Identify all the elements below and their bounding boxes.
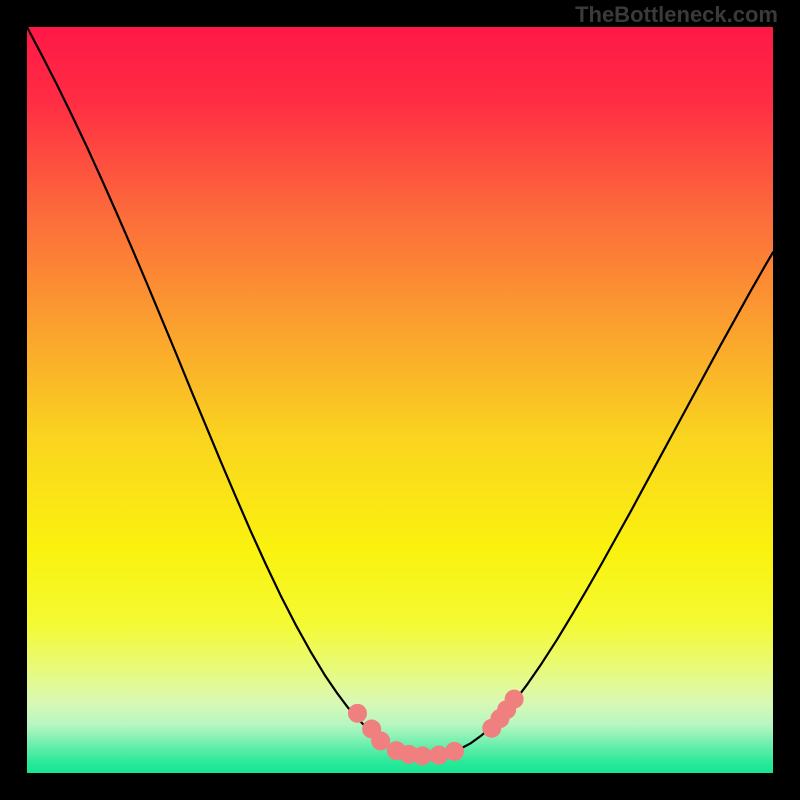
bottleneck-chart — [0, 0, 800, 800]
marker-dot — [505, 690, 524, 709]
marker-dot — [348, 704, 367, 723]
plot-gradient-background — [27, 27, 773, 773]
marker-dot — [371, 731, 390, 750]
marker-dot — [413, 746, 432, 765]
marker-dot — [445, 742, 464, 761]
